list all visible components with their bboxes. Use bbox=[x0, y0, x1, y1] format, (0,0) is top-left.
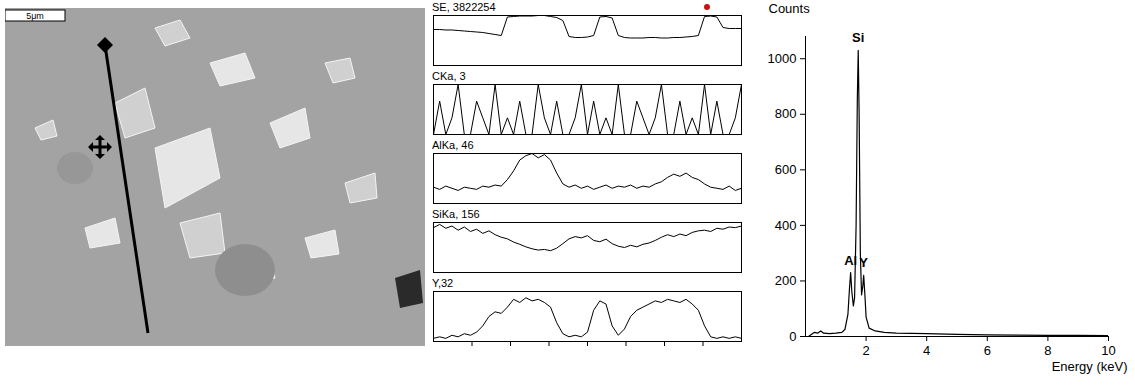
html-text:SE, 3822254: SE, 3822254 bbox=[432, 1, 496, 13]
svg-text:6: 6 bbox=[984, 343, 991, 358]
svg-text:Counts: Counts bbox=[769, 1, 811, 16]
svg-text:1000: 1000 bbox=[768, 51, 797, 66]
svg-text:2: 2 bbox=[862, 343, 869, 358]
svg-text:800: 800 bbox=[775, 106, 797, 121]
svg-text:4: 4 bbox=[923, 343, 930, 358]
svg-text:200: 200 bbox=[775, 273, 797, 288]
html-text:AlKa, 46: AlKa, 46 bbox=[432, 139, 474, 151]
svg-text:Energy (keV): Energy (keV) bbox=[1052, 359, 1128, 374]
svg-text:0: 0 bbox=[789, 329, 796, 344]
svg-text:Y: Y bbox=[859, 255, 868, 270]
svg-text:10: 10 bbox=[1101, 343, 1115, 358]
html-text:SiKa, 156: SiKa, 156 bbox=[432, 208, 480, 220]
html-text:Y,32: Y,32 bbox=[432, 277, 454, 289]
html-text:CKa, 3: CKa, 3 bbox=[432, 70, 466, 82]
svg-text:600: 600 bbox=[775, 162, 797, 177]
svg-text:Si: Si bbox=[852, 30, 864, 45]
svg-text:8: 8 bbox=[1044, 343, 1051, 358]
svg-text:Al: Al bbox=[844, 253, 857, 268]
svg-text:400: 400 bbox=[775, 218, 797, 233]
svg-text:5μm: 5μm bbox=[26, 11, 44, 21]
